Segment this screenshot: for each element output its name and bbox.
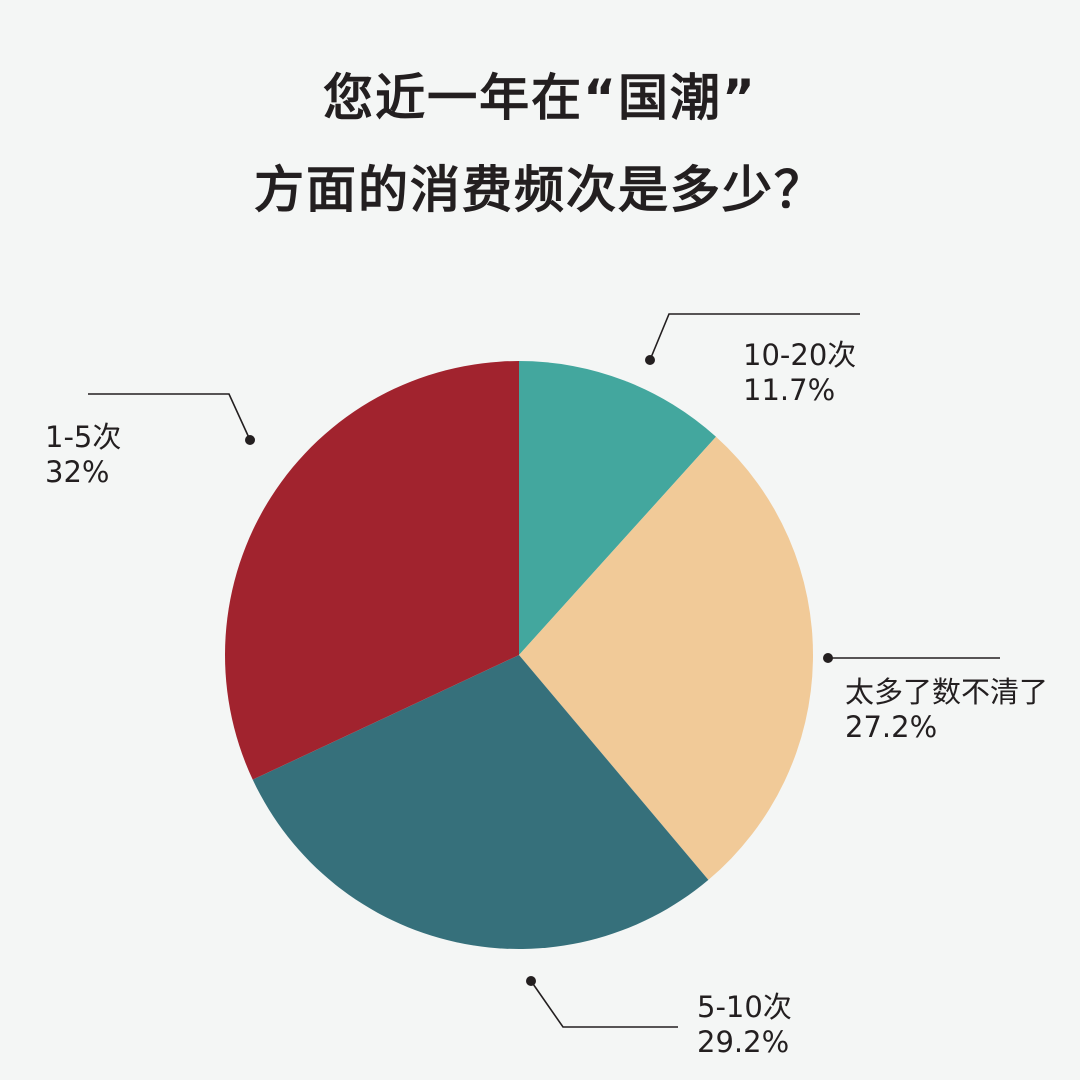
chart-title: 您近一年在“国潮” 方面的消费频次是多少？ [0,52,1080,236]
label-5-10-value: 29.2% [697,1025,790,1059]
leader-dot-many [823,653,833,663]
pie-slice [519,436,814,880]
leader-lines [88,313,1000,1028]
pie-slice [252,655,709,949]
pie-slice [225,361,520,780]
label-1-5-name: 1-5次 [45,420,122,454]
leader-dot-5-10 [526,976,536,986]
leader-line-5-10 [530,980,678,1028]
label-too-many-value: 27.2% [845,710,938,744]
label-1-5-value: 32% [45,455,110,489]
leader-dot-10-20 [645,355,655,365]
leader-dot-1-5 [245,435,255,445]
label-too-many: 太多了数不清了 27.2% [845,675,1048,745]
chart-title-line-2: 方面的消费频次是多少？ [254,161,826,219]
leader-line-10-20 [649,313,860,361]
label-5-10-name: 5-10次 [697,990,792,1024]
pie-slice [519,361,717,655]
leader-dots [245,355,833,986]
label-5-10: 5-10次 29.2% [697,990,792,1060]
label-10-20-name: 10-20次 [743,338,857,372]
label-1-5: 1-5次 32% [45,420,121,490]
label-too-many-name: 太多了数不清了 [845,675,1049,709]
pie-slices [225,361,814,949]
label-10-20-value: 11.7% [743,373,836,407]
label-10-20: 10-20次 11.7% [743,338,856,408]
leader-line-1-5 [88,393,251,441]
chart-title-line-1: 您近一年在“国潮” [323,69,757,127]
